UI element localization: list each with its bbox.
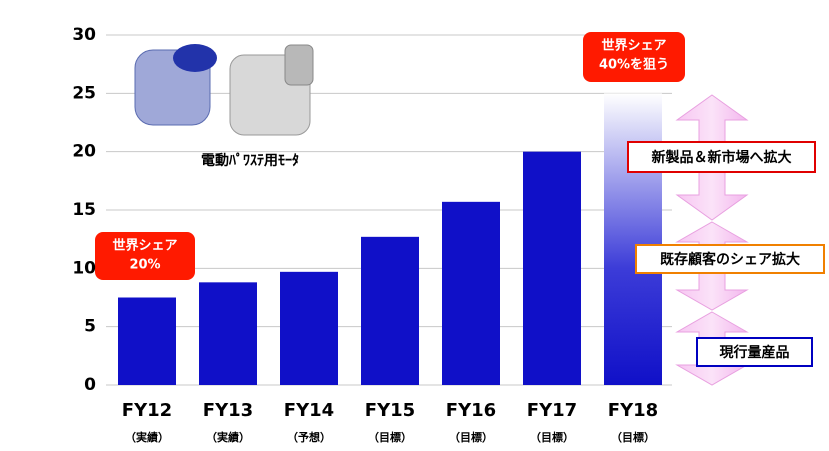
x-tick-label: FY13 — [203, 400, 253, 421]
y-tick-label: 15 — [72, 200, 96, 220]
y-tick-label: 30 — [72, 25, 96, 45]
y-tick-label: 10 — [72, 258, 96, 278]
bar — [199, 282, 257, 385]
y-tick-label: 25 — [72, 83, 96, 103]
x-tick-label: FY15 — [365, 400, 415, 421]
bar — [361, 236, 419, 385]
x-tick-label: FY14 — [284, 400, 334, 421]
x-tick-label: FY17 — [527, 400, 577, 421]
x-tick-sublabel: （目標） — [611, 430, 655, 444]
range-label: 既存顧客のシェア拡大 — [660, 251, 800, 268]
bar — [118, 297, 176, 385]
range-label: 新製品＆新市場へ拡大 — [652, 149, 792, 166]
share-badge — [583, 32, 685, 82]
bar — [523, 151, 581, 385]
y-tick-label: 20 — [72, 142, 96, 162]
bars — [118, 93, 662, 385]
range-label: 現行量産品 — [720, 344, 790, 361]
share-text: 20% — [129, 258, 160, 273]
x-tick-sublabel: （予想） — [287, 430, 331, 444]
y-tick-label: 0 — [84, 375, 96, 395]
range-box — [696, 337, 813, 367]
x-tick-label: FY18 — [608, 400, 658, 421]
bar — [442, 201, 500, 385]
x-tick-sublabel: （目標） — [530, 430, 574, 444]
range-box — [627, 141, 816, 173]
image-caption: 電動ﾊﾟﾜｽﾃ用ﾓｰﾀ — [201, 152, 299, 169]
share-badge — [95, 232, 195, 280]
bar — [604, 93, 662, 385]
x-tick-label: FY16 — [446, 400, 496, 421]
annotations: 世界シェア 20% 世界シェア 40%を狙う新製品＆新市場へ拡大既存顧客のシェア拡大現… — [95, 32, 825, 367]
x-tick-sublabel: （実績） — [125, 430, 169, 444]
share-text: 世界シェア — [601, 38, 666, 54]
range-box — [635, 244, 825, 274]
x-tick-sublabel: （目標） — [449, 430, 493, 444]
x-tick-sublabel: （実績） — [206, 430, 250, 444]
x-tick-sublabel: （目標） — [368, 430, 412, 444]
x-tick-label: FY12 — [122, 400, 172, 421]
share-text: 40%を狙う — [599, 58, 669, 73]
y-tick-label: 5 — [84, 317, 96, 337]
share-text: 世界シェア — [112, 238, 177, 254]
motor-images — [134, 44, 314, 136]
bar — [280, 271, 338, 385]
